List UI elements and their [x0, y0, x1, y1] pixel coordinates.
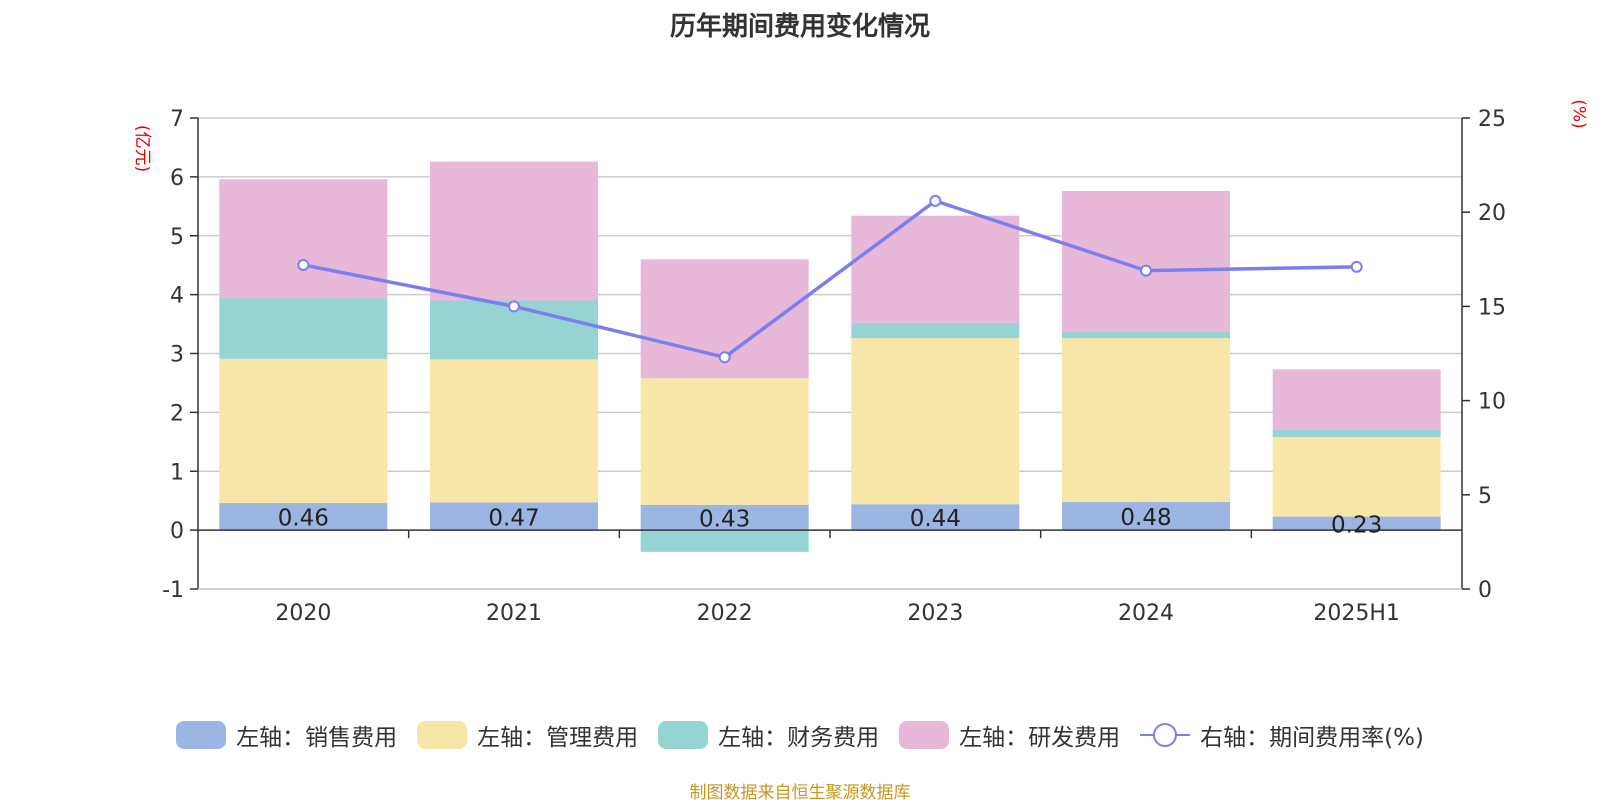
chart-title: 历年期间费用变化情况	[669, 12, 930, 42]
data-labels: 2020 2021 2022 2023 2024 2025H1 0.46 0.47 0.43 0.…	[198, 505, 1462, 626]
bar-segment	[219, 298, 388, 359]
expense-rate-point	[297, 258, 310, 271]
bar-segment	[851, 322, 1020, 339]
bar-segment	[1272, 430, 1441, 438]
category-label: 2025H1	[1313, 601, 1400, 626]
legend-swatch-sales	[176, 721, 227, 749]
bar-series	[219, 161, 1441, 552]
right-tick-label: 20	[1478, 201, 1506, 226]
legend-item-finance[interactable]: 左轴：财务费用	[658, 718, 879, 752]
legend-label-admin: 左轴：管理费用	[477, 725, 639, 751]
category-label: 2021	[486, 601, 542, 626]
legend: 左轴：销售费用 左轴：管理费用 左轴：财务费用 左轴：研发费用 右轴：期间费用率…	[0, 718, 1600, 752]
legend-swatch-rnd	[899, 721, 950, 749]
expense-rate-point	[1350, 260, 1363, 273]
bar-segment	[1272, 516, 1441, 531]
bar-segment	[219, 503, 388, 531]
bar-segment	[851, 504, 1020, 531]
data-label: 0.44	[910, 506, 961, 532]
bar-segment	[430, 161, 598, 301]
bar-segment	[1062, 338, 1230, 502]
legend-label-expense-rate: 右轴：期间费用率(%)	[1200, 725, 1424, 751]
right-tick-label: 15	[1478, 295, 1506, 320]
bar-segment	[640, 530, 809, 552]
left-tick-label: 7	[170, 107, 184, 132]
legend-swatch-finance	[658, 721, 709, 749]
expense-rate-point	[1140, 264, 1152, 277]
bar-segment	[851, 215, 1020, 323]
grid-lines	[198, 117, 1462, 590]
expense-rate-point	[718, 351, 731, 364]
data-source-note: 制图数据来自恒生聚源数据库	[689, 783, 911, 800]
axes: -1 0 1 2 3 4 5 6 7 0 5 10 15 20 25	[162, 107, 1506, 603]
legend-item-sales[interactable]: 左轴：销售费用	[176, 718, 397, 752]
bar-segment	[1062, 331, 1230, 339]
category-label: 2022	[697, 601, 753, 626]
category-label: 2020	[275, 601, 331, 626]
line-series	[297, 194, 1363, 364]
left-tick-label: 6	[170, 166, 184, 191]
right-tick-label: 0	[1478, 578, 1492, 603]
bar-segment	[640, 378, 809, 505]
right-tick-label: 5	[1478, 484, 1492, 509]
expense-rate-line	[302, 198, 1357, 360]
left-tick-label: 0	[170, 519, 184, 544]
bar-segment	[1272, 369, 1441, 431]
left-tick-label: 3	[170, 343, 184, 368]
data-label: 0.48	[1120, 505, 1171, 531]
right-tick-label: 10	[1478, 390, 1506, 415]
legend-item-admin[interactable]: 左轴：管理费用	[417, 718, 638, 752]
right-tick-label: 25	[1478, 107, 1506, 132]
data-label: 0.47	[488, 505, 539, 531]
bar-segment	[430, 502, 598, 531]
bar-segment	[430, 359, 598, 503]
expense-rate-point	[508, 300, 520, 313]
category-label: 2023	[907, 601, 963, 626]
data-label: 0.43	[699, 506, 750, 532]
data-label: 0.46	[278, 506, 329, 532]
bar-segment	[219, 358, 388, 504]
category-label: 2024	[1118, 601, 1174, 626]
legend-swatch-admin	[417, 721, 468, 749]
bar-segment	[640, 504, 809, 531]
legend-label-rnd: 左轴：研发费用	[959, 725, 1121, 751]
legend-label-sales: 左轴：销售费用	[236, 725, 398, 751]
bar-segment	[1062, 191, 1230, 332]
bar-segment	[851, 338, 1020, 505]
left-tick-label: 4	[170, 284, 184, 309]
left-tick-label: 1	[170, 460, 184, 485]
expense-rate-point	[929, 194, 942, 207]
left-tick-label: 2	[170, 401, 184, 426]
legend-swatch-expense-rate	[1140, 721, 1191, 749]
legend-item-rnd[interactable]: 左轴：研发费用	[899, 718, 1120, 752]
left-tick-label: 5	[170, 225, 184, 250]
data-label: 0.23	[1331, 512, 1382, 538]
bar-segment	[1062, 501, 1230, 531]
bar-segment	[1272, 437, 1441, 517]
legend-label-finance: 左轴：财务费用	[718, 725, 880, 751]
legend-item-expense-rate[interactable]: 右轴：期间费用率(%)	[1140, 718, 1424, 752]
left-tick-label: -1	[162, 578, 184, 603]
bar-segment	[219, 179, 388, 299]
